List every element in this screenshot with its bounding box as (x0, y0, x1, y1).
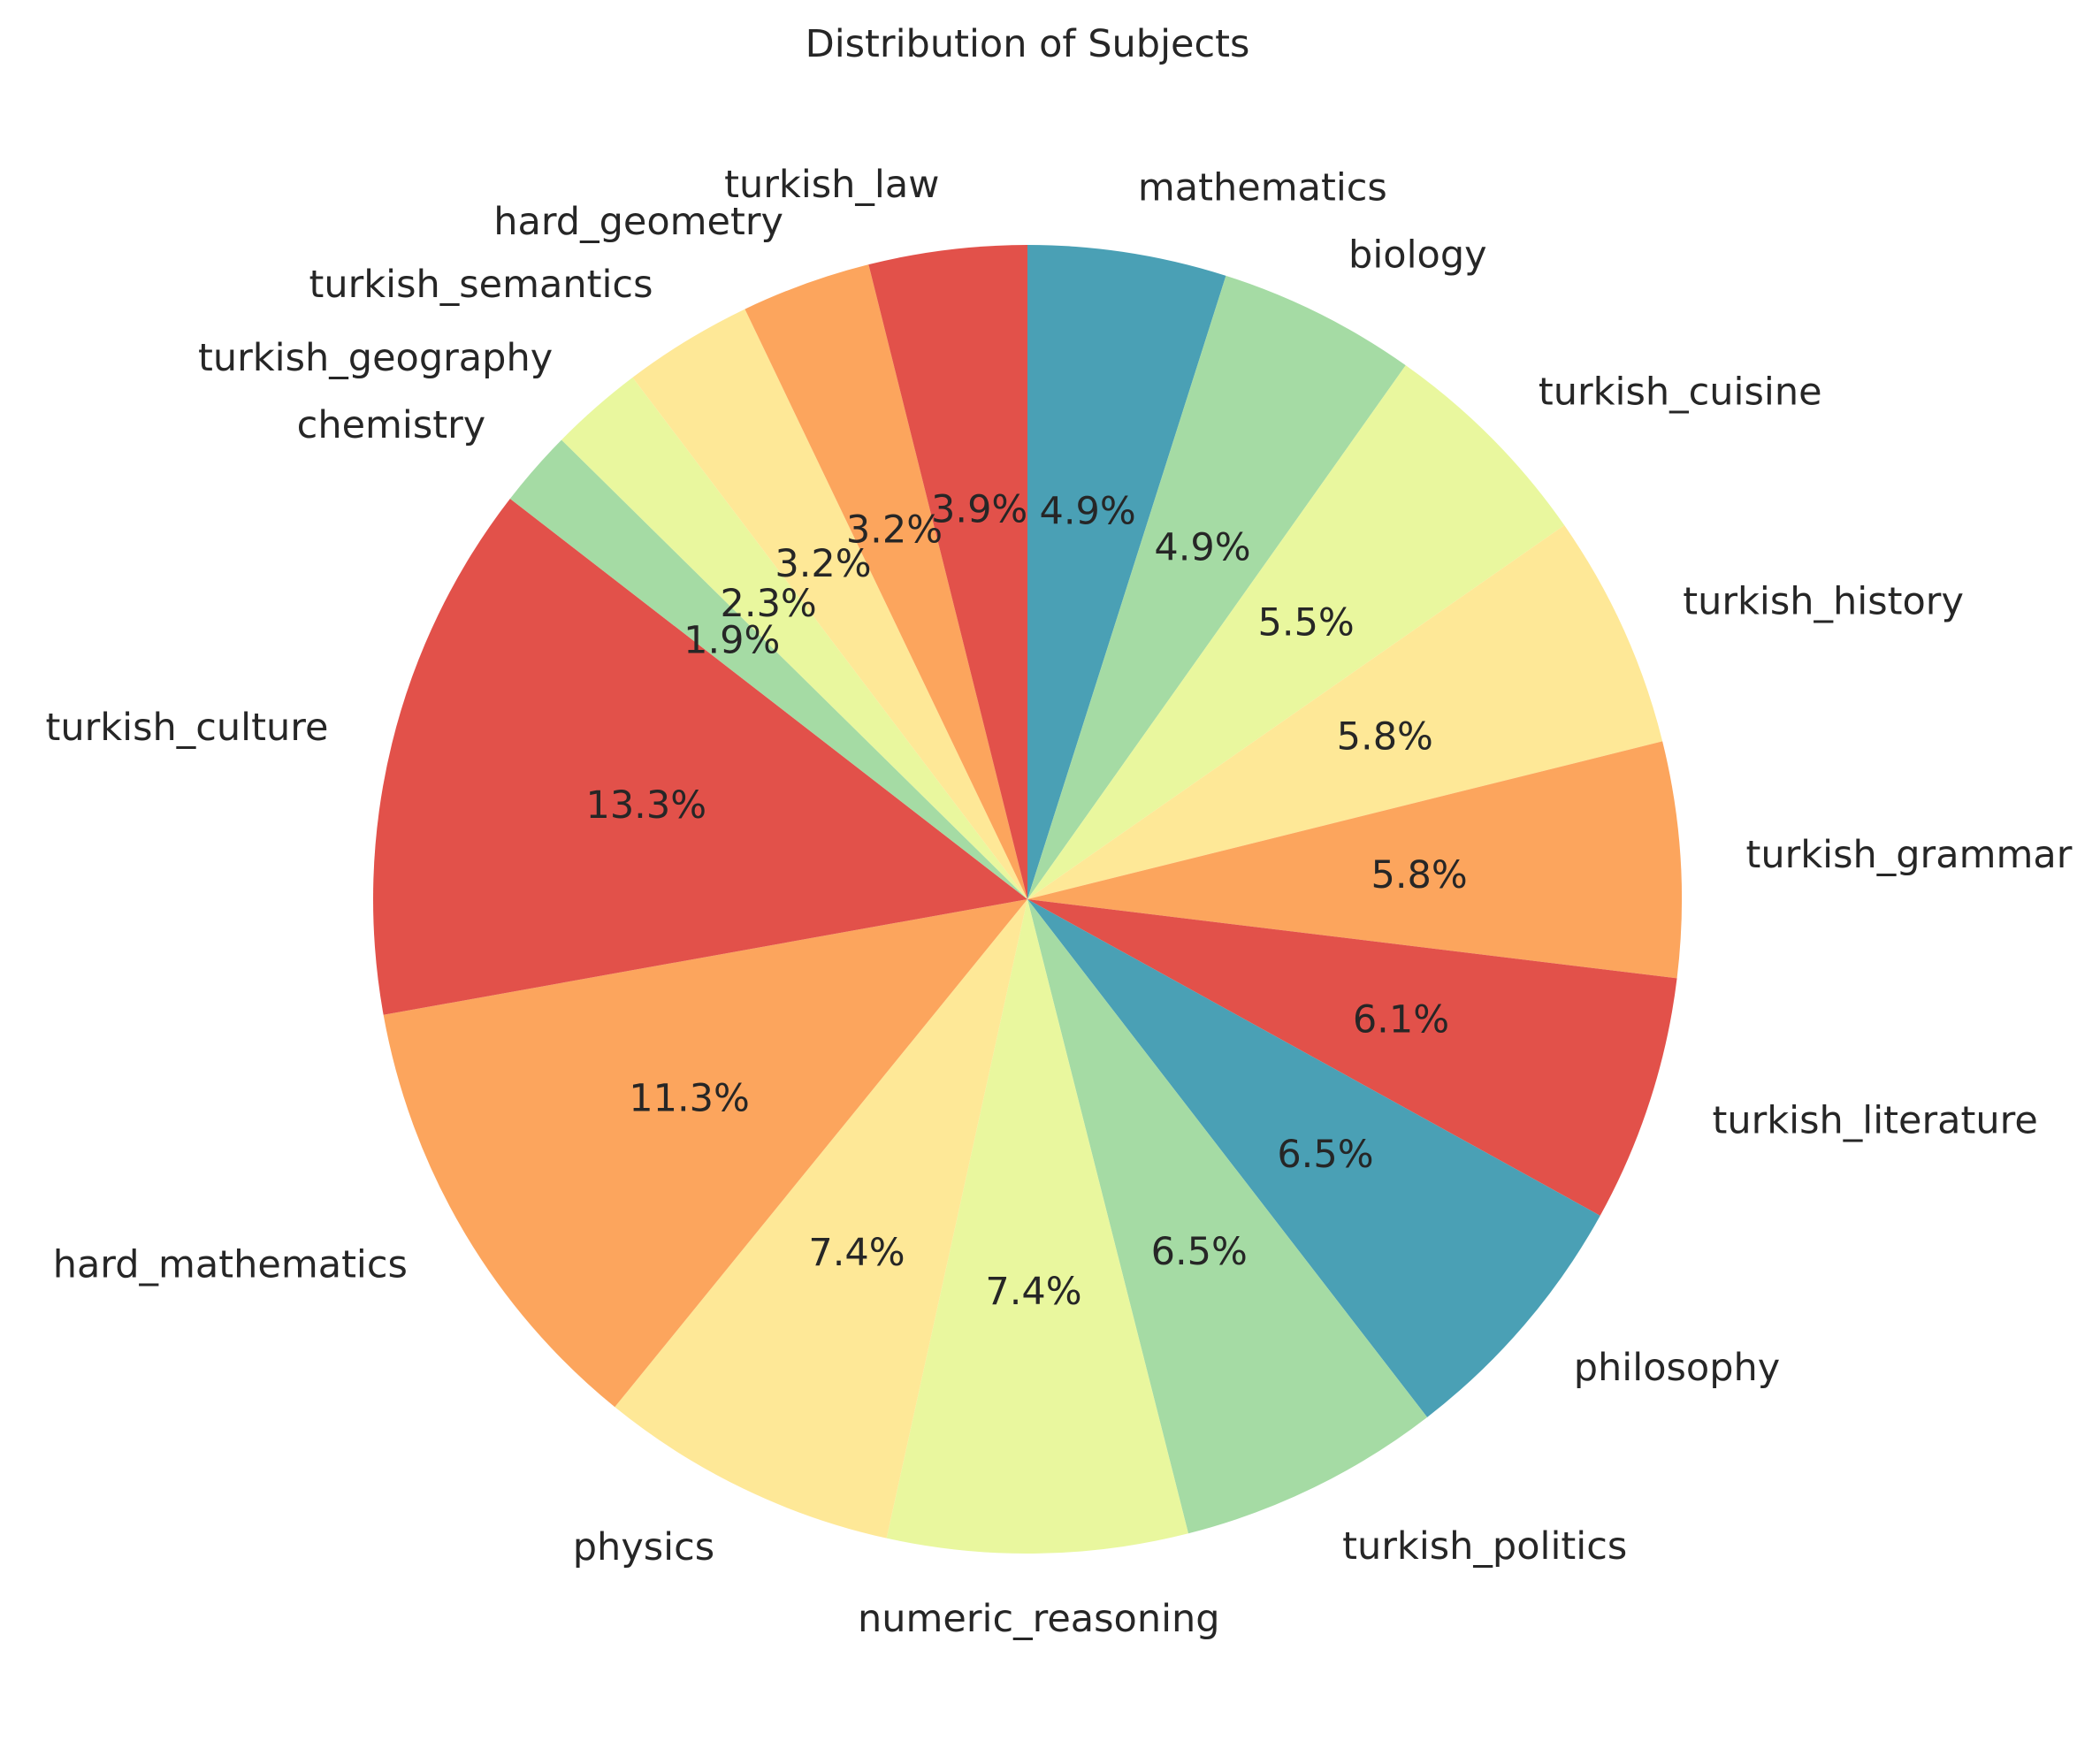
slice-mathematics (1027, 245, 1226, 899)
slice-turkish-culture (373, 498, 1027, 1015)
pct-label-turkish-politics: 6.5% (1151, 1230, 1248, 1274)
pct-label-turkish-literature: 6.1% (1353, 998, 1449, 1042)
pct-label-turkish-cuisine: 5.5% (1258, 600, 1355, 645)
slice-turkish-grammar (1027, 741, 1683, 979)
pct-label-mathematics: 4.9% (1040, 489, 1136, 533)
slice-turkish-semantics (632, 309, 1027, 900)
pct-label-turkish-grammar: 5.8% (1371, 853, 1468, 897)
category-label-numeric-reasoning: numeric_reasoning (858, 1597, 1220, 1641)
category-label-biology: biology (1348, 233, 1487, 277)
pct-label-hard-geometry: 3.2% (846, 508, 943, 552)
slice-philosophy (1027, 899, 1600, 1417)
chart-title: Distribution of Subjects (806, 22, 1250, 66)
category-label-turkish-history: turkish_history (1683, 580, 1964, 624)
category-label-turkish-cuisine: turkish_cuisine (1539, 370, 1822, 415)
slice-hard-geometry (745, 264, 1027, 899)
category-label-turkish-law: turkish_law (724, 163, 939, 207)
category-label-turkish-semantics: turkish_semantics (309, 263, 653, 307)
slice-turkish-cuisine (1027, 365, 1565, 900)
category-label-turkish-grammar: turkish_grammar (1745, 833, 2072, 877)
slice-turkish-literature (1027, 899, 1677, 1216)
category-labels: mathematicsbiologyturkish_cuisineturkish… (45, 163, 2072, 1641)
category-label-turkish-literature: turkish_literature (1712, 1099, 2037, 1143)
category-label-philosophy: philosophy (1574, 1346, 1780, 1390)
pct-label-philosophy: 6.5% (1277, 1133, 1373, 1177)
pct-label-numeric-reasoning: 7.4% (985, 1270, 1081, 1314)
slice-turkish-history (1027, 524, 1663, 899)
pct-label-biology: 4.9% (1154, 526, 1250, 570)
pie-slices (373, 245, 1683, 1554)
pct-label-turkish-law: 3.9% (931, 487, 1027, 531)
slice-biology (1027, 275, 1406, 899)
category-label-physics: physics (573, 1525, 714, 1569)
pct-label-turkish-history: 5.8% (1337, 714, 1433, 759)
category-label-turkish-culture: turkish_culture (45, 706, 328, 750)
pct-label-hard-mathematics: 11.3% (629, 1077, 750, 1121)
slice-turkish-politics (1027, 899, 1428, 1534)
pct-label-turkish-geography: 2.3% (721, 582, 817, 626)
pct-label-turkish-culture: 13.3% (585, 783, 706, 828)
pct-label-chemistry: 1.9% (683, 619, 780, 663)
slice-chemistry (509, 439, 1027, 900)
percent-labels: 4.9%4.9%5.5%5.8%5.8%6.1%6.5%6.5%7.4%7.4%… (585, 487, 1467, 1314)
slice-hard-mathematics (383, 899, 1027, 1408)
slice-turkish-law (868, 245, 1027, 899)
category-label-hard-geometry: hard_geometry (493, 200, 783, 244)
slice-turkish-geography (561, 377, 1027, 899)
category-label-turkish-geography: turkish_geography (198, 336, 553, 380)
slice-physics (615, 899, 1027, 1539)
category-label-chemistry: chemistry (297, 403, 486, 447)
pct-label-turkish-semantics: 3.2% (775, 542, 871, 586)
category-label-turkish-politics: turkish_politics (1342, 1524, 1627, 1569)
category-label-mathematics: mathematics (1138, 166, 1387, 210)
slice-numeric-reasoning (886, 899, 1188, 1554)
pct-label-physics: 7.4% (808, 1231, 905, 1275)
category-label-hard-mathematics: hard_mathematics (53, 1243, 408, 1287)
